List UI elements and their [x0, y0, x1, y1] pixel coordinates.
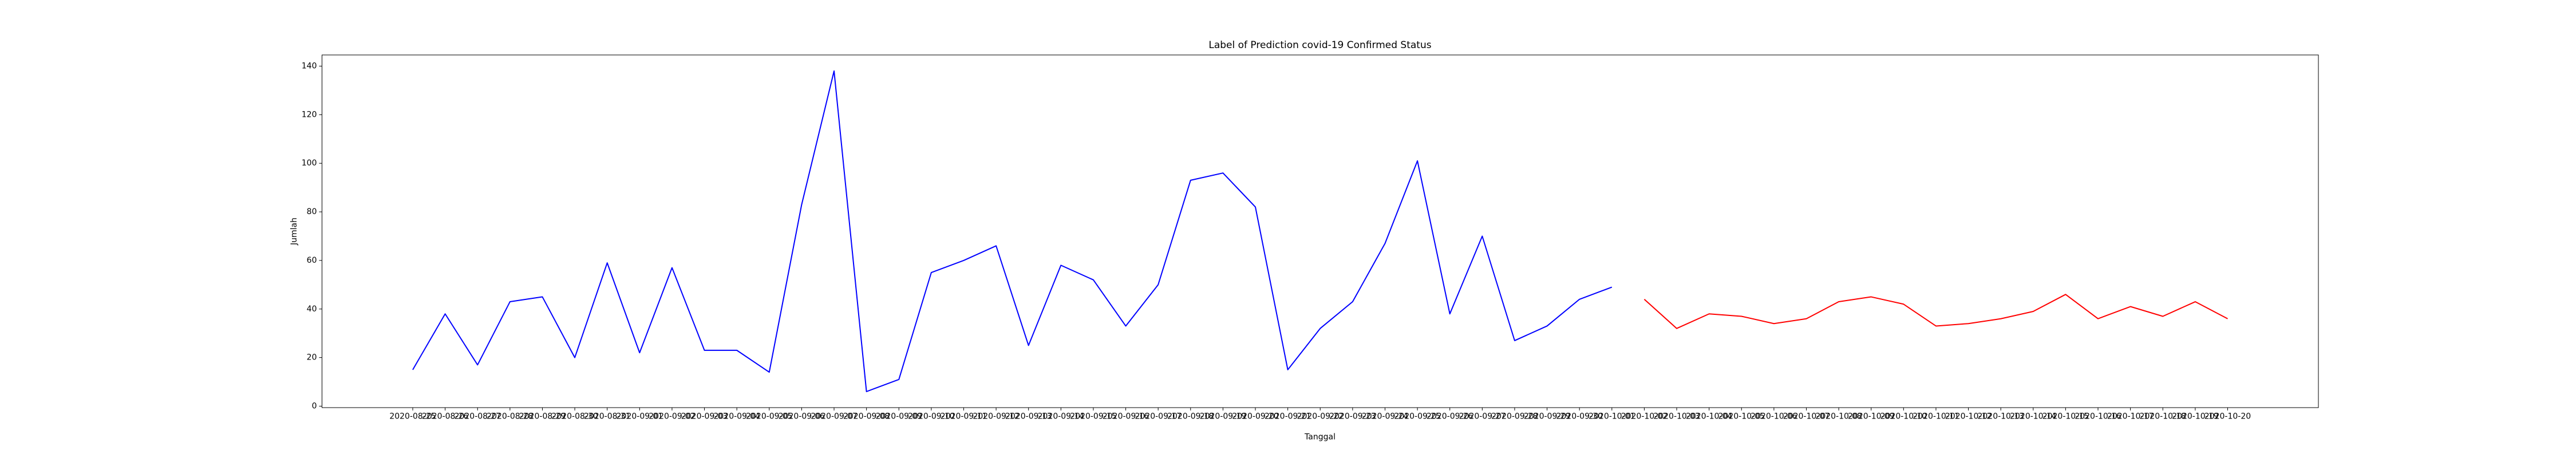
x-tick-label: 2020-10-04: [1686, 412, 1732, 421]
x-tick-label: 2020-09-15: [1070, 412, 1116, 421]
x-tick-label: 2020-09-04: [713, 412, 760, 421]
x-tick-label: 2020-10-09: [1848, 412, 1894, 421]
series-line: [412, 70, 1613, 392]
x-tick-label: 2020-09-06: [779, 412, 825, 421]
x-tick-label: 2020-10-13: [1977, 412, 2024, 421]
y-axis-label: Jumlah: [290, 218, 299, 246]
x-axis-label: Tanggal: [1304, 433, 1336, 442]
chart-title: Label of Prediction covid-19 Confirmed S…: [1208, 40, 1431, 51]
x-tick-label: 2020-10-19: [2172, 412, 2218, 421]
x-tick-label: 2020-08-29: [519, 412, 566, 421]
x-tick-label: 2020-09-16: [1103, 412, 1149, 421]
x-tick-label: 2020-10-01: [1589, 412, 1635, 421]
x-tick-label: 2020-09-05: [746, 412, 792, 421]
y-tick-label: 100: [302, 159, 317, 168]
x-tick-label: 2020-10-11: [1913, 412, 1959, 421]
series-line: [1643, 294, 2228, 329]
x-tick-label: 2020-09-29: [1524, 412, 1570, 421]
y-tick-label: 60: [307, 256, 317, 265]
x-tick-label: 2020-09-14: [1038, 412, 1084, 421]
y-tick-label: 40: [307, 305, 317, 314]
x-tick-label: 2020-10-20: [2204, 412, 2251, 421]
y-tick-label: 80: [307, 207, 317, 216]
x-tick-label: 2020-09-09: [876, 412, 922, 421]
x-tick-label: 2020-10-10: [1880, 412, 1927, 421]
x-tick-label: 2020-09-20: [1232, 412, 1278, 421]
x-tick-label: 2020-10-03: [1653, 412, 1700, 421]
x-tick-label: 2020-08-28: [487, 412, 533, 421]
x-tick-label: 2020-08-27: [455, 412, 501, 421]
x-tick-label: 2020-10-08: [1815, 412, 1862, 421]
x-tick-label: 2020-10-17: [2107, 412, 2154, 421]
x-tick-label: 2020-09-26: [1427, 412, 1473, 421]
y-tick-label: 0: [312, 401, 317, 410]
x-tick-label: 2020-09-01: [617, 412, 663, 421]
x-tick-label: 2020-08-26: [422, 412, 468, 421]
plot-frame: [322, 54, 2319, 408]
x-tick-label: 2020-09-24: [1362, 412, 1408, 421]
x-tick-label: 2020-09-12: [973, 412, 1019, 421]
x-tick-label: 2020-10-16: [2075, 412, 2121, 421]
x-tick-label: 2020-09-13: [1005, 412, 1052, 421]
x-tick-label: 2020-10-05: [1718, 412, 1765, 421]
x-tick-label: 2020-10-15: [2042, 412, 2089, 421]
x-tick-label: 2020-09-03: [681, 412, 728, 421]
x-tick-label: 2020-10-14: [2010, 412, 2056, 421]
x-tick-label: 2020-09-18: [1167, 412, 1214, 421]
x-tick-label: 2020-09-22: [1297, 412, 1344, 421]
x-tick-label: 2020-09-10: [908, 412, 954, 421]
x-tick-label: 2020-08-30: [551, 412, 598, 421]
x-tick-label: 2020-09-07: [811, 412, 857, 421]
x-tick-label: 2020-08-31: [584, 412, 630, 421]
x-tick-label: 2020-10-07: [1783, 412, 1830, 421]
x-tick-label: 2020-09-21: [1265, 412, 1311, 421]
x-tick-label: 2020-09-30: [1556, 412, 1602, 421]
x-tick-label: 2020-09-02: [649, 412, 695, 421]
x-tick-label: 2020-09-19: [1200, 412, 1246, 421]
y-tick-label: 140: [302, 62, 317, 71]
x-tick-label: 2020-09-27: [1459, 412, 1506, 421]
x-tick-label: 2020-10-12: [1945, 412, 1992, 421]
x-tick-label: 2020-10-02: [1621, 412, 1668, 421]
x-tick-label: 2020-10-18: [2140, 412, 2186, 421]
x-tick-label: 2020-08-25: [389, 412, 436, 421]
x-tick-label: 2020-09-08: [843, 412, 890, 421]
x-tick-label: 2020-09-11: [941, 412, 987, 421]
x-tick-label: 2020-09-23: [1329, 412, 1376, 421]
y-tick-label: 20: [307, 353, 317, 362]
x-tick-label: 2020-10-06: [1751, 412, 1797, 421]
x-tick-label: 2020-09-25: [1394, 412, 1440, 421]
x-tick-label: 2020-09-28: [1491, 412, 1538, 421]
y-tick-label: 120: [302, 110, 317, 119]
x-tick-label: 2020-09-17: [1135, 412, 1181, 421]
